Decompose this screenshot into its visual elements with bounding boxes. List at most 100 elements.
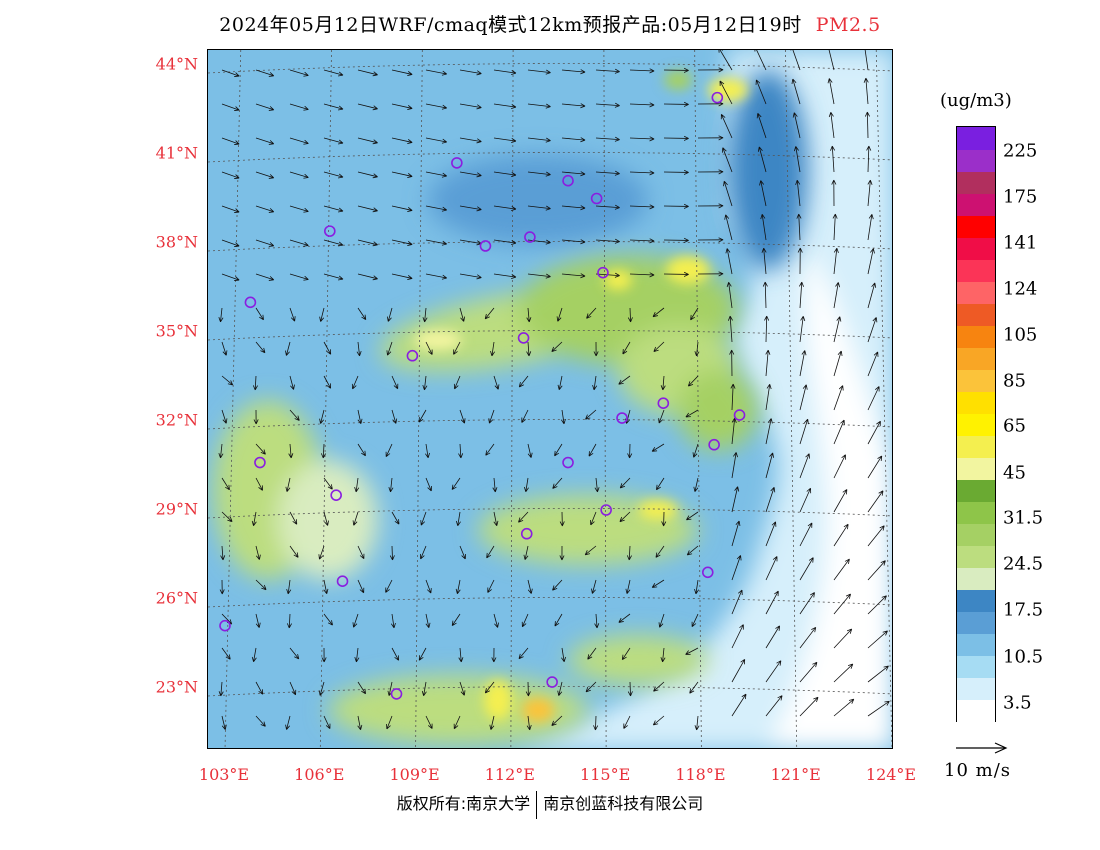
wind-arrow [792,112,801,139]
wind-arrow [357,69,378,77]
wind-arrow [765,487,776,513]
wind-arrow [622,341,631,355]
wind-arrow [795,179,801,207]
wind-arrow [357,273,378,281]
meridian-line [785,50,798,748]
wind-arrow [833,489,848,513]
wind-arrow [765,660,782,683]
wind-arrow [286,613,292,629]
meridian-line [603,50,607,748]
meridian-line [319,50,332,748]
colorbar-swatch [957,281,995,304]
wind-arrow [765,349,771,377]
wind-arrow [559,545,565,561]
wind-arrow [458,647,464,663]
wind-arrow [521,409,529,423]
city-marker [406,349,419,362]
copyright-company: 南京创蓝科技有限公司 [543,794,704,813]
wind-arrow [764,315,770,343]
lat-label: 29°N [155,499,198,519]
wind-arrow [357,205,378,213]
wind-arrow [594,613,600,629]
colorbar-swatch [957,237,995,260]
wind-arrow [420,511,427,526]
wind-arrow [221,171,240,179]
wind-arrow [561,69,586,75]
wind-arrow [725,248,733,275]
wind-arrow [285,715,291,730]
colorbar-swatch [957,259,995,282]
wind-arrow [459,681,466,696]
wind-arrow [832,213,838,241]
wind-arrow [726,282,733,309]
wind-arrow [418,409,427,423]
wind-arrow [289,171,309,179]
wind-arrow [459,307,466,322]
wind-arrow [556,307,563,322]
colorbar-label: 225 [1003,140,1038,162]
city-marker [701,566,714,579]
wind-arrow [661,511,667,527]
wind-arrow [391,69,413,76]
wind-arrow [697,169,724,175]
wind-arrow [561,137,586,143]
wind-arrow [455,511,461,527]
wind-arrow [357,579,365,594]
wind-arrow [484,681,495,694]
wind-arrow [526,715,532,731]
colorbar-swatch [957,545,995,568]
wind-arrow [289,273,309,281]
wind-arrow [527,273,551,279]
wind-arrow [253,409,259,425]
wind-arrow [593,715,599,731]
wind-arrow [518,511,529,523]
wind-arrow [351,375,359,390]
wind-arrow [833,454,846,479]
wind-arrow [289,205,309,213]
city-marker [590,192,603,205]
wind-arrow [323,205,344,213]
wind-arrow [663,237,689,243]
wind-arrow [385,579,393,593]
wind-arrow [255,681,264,695]
wind-arrow [833,419,845,445]
lat-label: 35°N [155,321,198,341]
wind-arrow [765,384,772,411]
wind-arrow [425,613,431,628]
wind-arrow [756,113,767,139]
lon-label: 109°E [389,765,440,784]
wind-arrow [561,647,566,663]
lat-label: 23°N [155,677,198,697]
wind-arrow [561,171,586,177]
wind-arrow [765,418,773,445]
wind-arrow [486,545,495,559]
wind-arrow [799,557,814,581]
colorbar-label: 10.5 [1003,646,1044,668]
wind-arrow [289,511,298,525]
colorbar-label: 141 [1003,232,1038,254]
wind-arrow [686,545,699,556]
colorbar-swatch [957,589,995,612]
wind-arrow [323,103,344,111]
wind-arrow [867,248,875,275]
wind-arrow [833,282,841,309]
wind-arrow [551,715,563,726]
wind-arrow [493,613,499,628]
wind-arrow [866,145,872,173]
wind-arrow [321,647,327,663]
city-marker [517,332,530,344]
wind-arrow [595,136,620,142]
wind-arrow [561,239,586,245]
wind-arrow [425,137,448,144]
colorbar-swatch [957,391,995,414]
wind-arrow [422,307,428,323]
wind-reference-label: 10 m/s [944,760,1011,781]
wind-arrow [833,558,850,581]
wind-arrow [357,443,366,457]
copyright-divider [536,790,538,819]
wind-arrow [731,624,744,649]
wind-arrow [221,715,227,730]
wind-arrow [421,681,427,697]
wind-arrow [828,111,835,139]
wind-arrow [255,273,275,281]
